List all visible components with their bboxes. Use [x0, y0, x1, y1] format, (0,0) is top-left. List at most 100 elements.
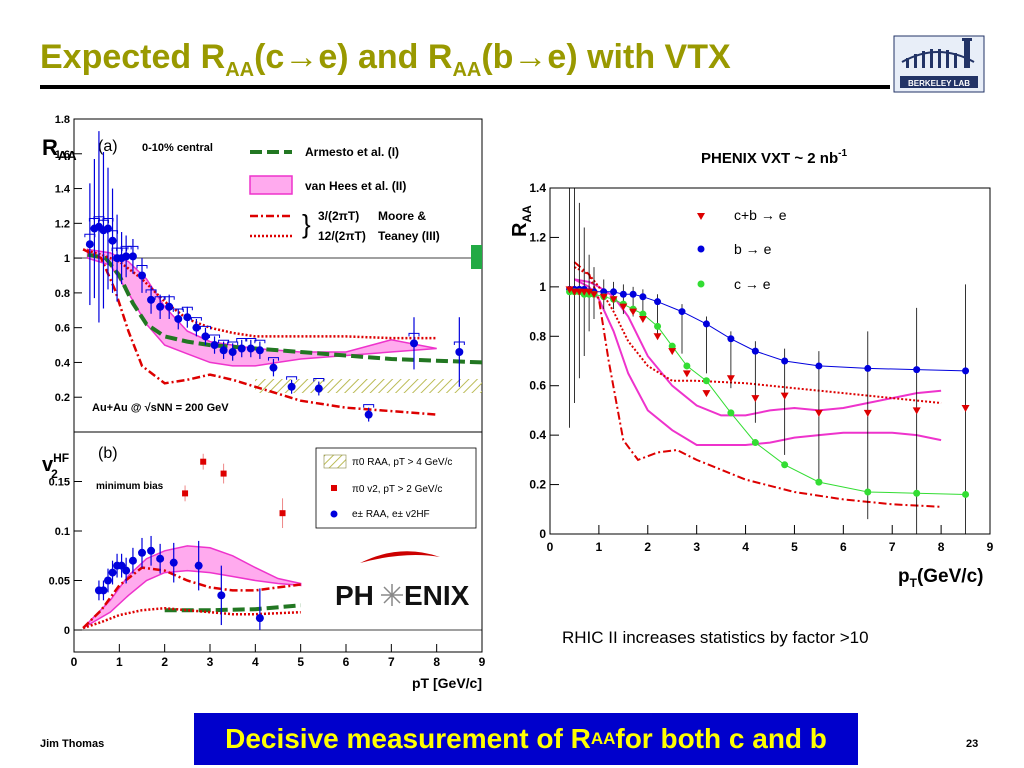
conclusion-banner: Decisive measurement of R AA for both c a… [194, 713, 858, 765]
vxt-cb-point [629, 308, 638, 316]
panel-a-syst-bracket [209, 334, 221, 339]
panel-a-data-point [314, 384, 323, 393]
vxt-cb-point [590, 291, 598, 299]
footer-author: Jim Thomas [40, 738, 105, 750]
panel-a-label: (a) [98, 138, 118, 155]
panel-a-syst-bracket [267, 357, 279, 361]
panel-a-moore12-curve [82, 248, 437, 340]
vxt-cb-point [702, 390, 711, 398]
panel-b-xlabel: pT [GeV/c] [412, 675, 482, 691]
panel-b-ytick-label: 0.05 [49, 576, 70, 588]
vxt-cb-point [609, 296, 618, 304]
panel-a-data-point [165, 302, 174, 311]
logo-text: BERKELEY LAB [908, 79, 970, 88]
normalization-box [471, 245, 482, 269]
panel-a-syst-bracket [136, 265, 148, 269]
vxt-b-point [781, 357, 789, 365]
vxt-c-point [815, 478, 823, 486]
panel-a-syst-bracket [286, 376, 298, 380]
vxt-b-point [864, 364, 872, 372]
panel-b-pi0-v2-point [279, 510, 286, 517]
vxt-ytick-label: 0.4 [529, 428, 546, 442]
vxt-c-point [864, 488, 872, 496]
vxt-c-point [913, 489, 921, 497]
vxt-xtick-label: 9 [987, 540, 994, 554]
legend-vanhees: van Hees et al. (II) [305, 179, 406, 193]
vxt-title: PHENIX VXT ~ 2 nb-1 [701, 148, 847, 167]
vxt-cb-point [863, 409, 872, 417]
panel-b-data-point [108, 568, 117, 577]
vxt-xtick-label: 5 [791, 540, 798, 554]
vxt-cb-point [912, 407, 921, 415]
panel-a-syst-bracket [127, 245, 139, 250]
panel-a-ytick-label: 0.2 [55, 392, 70, 404]
panel-b-moore12-curve [82, 606, 301, 630]
panel-b-data-point [138, 548, 146, 557]
panel-a-data-point [455, 348, 464, 357]
vxt-moore12-curve [573, 266, 942, 404]
panel-a-data-point [410, 339, 418, 348]
vxt-xtick-label: 3 [693, 540, 700, 554]
vxt-c-curve [569, 291, 966, 495]
panel-a-syst-bracket [172, 308, 184, 312]
vxt-b-point [619, 290, 627, 298]
vxt-c-point [781, 461, 789, 469]
vxt-xtick-label: 1 [596, 540, 603, 554]
panel-a-ytick-label: 1.6 [55, 149, 70, 161]
legend-pi0-raa: π0 RAA, pT > 4 GeV/c [352, 457, 452, 468]
legend-armesto: Armesto et al. (I) [305, 145, 399, 159]
legend-electron-marker [330, 510, 338, 518]
vxt-cb-point [780, 392, 789, 400]
right-figure: PHENIX VXT ~ 2 nb-1 RAA pT(GeV/c) c+b → … [509, 148, 994, 590]
panel-b-xtick-label: 4 [252, 655, 259, 669]
vxt-c-point [668, 342, 676, 350]
panel-a-syst-bracket [227, 341, 239, 346]
vxt-vanhees-upper-curve [574, 278, 942, 417]
vxt-xtick-label: 7 [889, 540, 896, 554]
vxt-ytick-label: 1.4 [529, 181, 546, 195]
panel-b-moore3-curve [82, 566, 301, 629]
vxt-legend-b-marker [697, 245, 705, 253]
panel-b-data-point [147, 546, 156, 555]
vxt-c-point [727, 409, 735, 417]
panel-a-data-point [174, 314, 183, 323]
vxt-ytick-label: 0.8 [529, 329, 546, 343]
vxt-cb-point [565, 286, 574, 294]
panel-b-subtitle: minimum bias [96, 481, 164, 492]
panel-a-syst-bracket [163, 296, 175, 300]
panel-a-syst-bracket [254, 339, 266, 344]
vxt-cb-point [638, 315, 647, 323]
panel-b-armesto-curve [164, 603, 301, 613]
vxt-vanhees-lower-curve [573, 278, 942, 446]
vxt-c-point [654, 322, 662, 330]
panel-a-ytick-label: 0.8 [55, 288, 70, 300]
vxt-b-point [639, 293, 647, 301]
panel-a-syst-bracket [313, 378, 325, 382]
vxt-b-point [815, 362, 823, 370]
panel-a-data-point [287, 382, 296, 391]
collision-label: Au+Au @ √sNN = 200 GeV [92, 402, 229, 414]
panel-b-pi0-v2-point [200, 458, 207, 465]
legend-moore3: 3/(2πT) [318, 209, 359, 223]
vxt-legend-c-marker [697, 280, 705, 288]
vxt-xtick-label: 0 [547, 540, 554, 554]
vxt-cb-point [961, 404, 970, 412]
panel-a-syst-bracket [453, 341, 465, 346]
vxt-c-point [639, 310, 647, 318]
panel-b-vanhees-band [82, 545, 302, 629]
panel-b-xtick-label: 0 [71, 655, 78, 669]
panel-a-subtitle: 0-10% central [142, 142, 213, 154]
page-number: 23 [966, 738, 979, 750]
vxt-b-point [610, 288, 618, 296]
vxt-b-point [962, 367, 970, 375]
panel-a-syst-bracket [190, 317, 202, 321]
vxt-cb-point [653, 333, 662, 341]
vxt-frame [549, 187, 991, 535]
legend-pi0-v2: π0 v2, pT > 2 GeV/c [352, 484, 442, 495]
panel-b-data-point [194, 561, 203, 570]
panel-b-label: (b) [98, 445, 118, 462]
panel-a-data-point [108, 236, 117, 245]
panel-b-data-point [99, 586, 108, 595]
panel-b-xtick-label: 6 [343, 655, 350, 669]
svg-text:ENIX: ENIX [404, 580, 470, 611]
